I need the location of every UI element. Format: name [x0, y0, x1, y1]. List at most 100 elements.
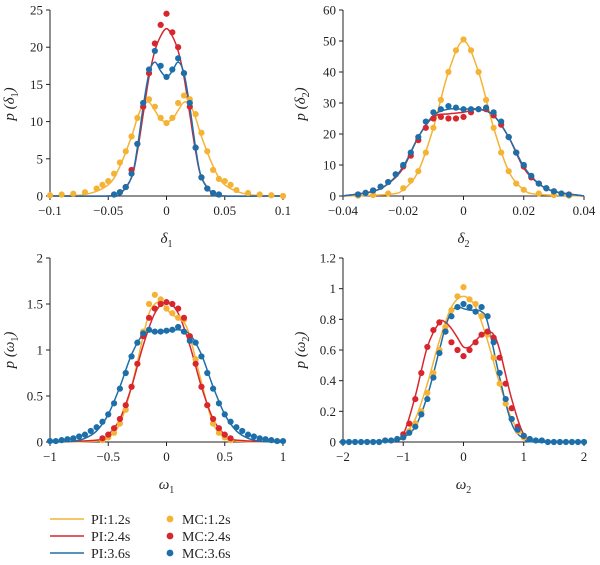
y-tick-label: 2	[37, 251, 44, 266]
data-point-mc-3-6s	[262, 436, 269, 443]
x-tick-label: −0.05	[93, 203, 123, 218]
data-point-mc-3-6s	[128, 170, 135, 177]
data-point-mc-3-6s	[362, 189, 369, 196]
data-point-mc-1-2s	[157, 114, 164, 121]
series-line-pi-2-4s	[342, 108, 585, 197]
data-point-mc-2-4s	[151, 305, 158, 312]
y-tick-label: 20	[30, 40, 43, 55]
data-point-mc-1-2s	[145, 96, 153, 103]
data-point-mc-3-6s	[513, 149, 520, 156]
legend-label-mc-2-4s: MC:2.4s	[182, 530, 231, 545]
data-point-mc-3-6s	[268, 437, 275, 444]
data-point-mc-1-2s	[422, 149, 429, 156]
data-point-mc-3-6s	[544, 438, 551, 446]
legend-label-pi-3-6s: PI:3.6s	[91, 547, 130, 562]
data-point-mc-1-2s	[169, 310, 176, 317]
x-tick-label: −0.5	[96, 449, 120, 464]
data-point-mc-3-6s	[436, 349, 443, 357]
data-point-mc-1-2s	[407, 177, 414, 184]
data-point-mc-3-6s	[538, 437, 545, 444]
data-point-mc-3-6s	[490, 339, 497, 346]
legend-swatch-mc-1-2s	[166, 515, 174, 523]
data-point-mc-3-6s	[406, 429, 413, 436]
data-point-mc-1-2s	[467, 47, 475, 54]
data-point-mc-3-6s	[392, 171, 399, 178]
data-point-mc-1-2s	[192, 111, 199, 118]
series-pi-3-6s	[342, 107, 585, 197]
x-tick-label: 0	[163, 449, 170, 464]
x-tick-label: −1	[43, 449, 57, 464]
data-point-mc-2-4s	[424, 343, 431, 351]
data-point-mc-3-6s	[140, 99, 147, 107]
series-line-pi-2-4s	[49, 301, 284, 443]
data-point-mc-2-4s	[105, 431, 112, 438]
y-axis-label: p (δ2)	[293, 87, 312, 121]
data-point-mc-3-6s	[385, 178, 392, 186]
data-point-mc-3-6s	[448, 313, 455, 320]
data-point-mc-2-4s	[422, 124, 429, 131]
data-point-mc-3-6s	[128, 353, 135, 360]
chart-panel-2: 0 10 20 30 40 50 60 −0.04 −0.02 0 0.02 0.04 δ2 p (δ2)	[293, 3, 596, 251]
data-point-mc-1-2s	[105, 178, 112, 185]
data-point-mc-2-4s	[502, 380, 509, 387]
series-pi-1-2s	[49, 301, 284, 443]
data-point-mc-3-6s	[382, 437, 389, 444]
data-point-mc-1-2s	[58, 191, 65, 198]
data-point-mc-3-6s	[574, 438, 582, 446]
y-tick-label: 0	[37, 435, 44, 450]
data-point-mc-3-6s	[354, 191, 362, 198]
x-tick-label: 0.1	[275, 203, 291, 218]
data-point-mc-2-4s	[145, 314, 153, 321]
data-point-mc-1-2s	[430, 124, 437, 131]
data-point-mc-3-6s	[345, 438, 353, 446]
data-point-mc-3-6s	[145, 326, 153, 333]
data-point-mc-3-6s	[568, 438, 576, 446]
data-point-mc-1-2s	[415, 168, 422, 175]
data-point-mc-3-6s	[558, 190, 565, 197]
data-point-mc-2-4s	[430, 115, 437, 122]
data-point-mc-1-2s	[151, 291, 158, 298]
data-point-mc-3-6s	[528, 172, 535, 179]
data-point-mc-1-2s	[180, 92, 188, 99]
data-point-mc-3-6s	[400, 434, 407, 441]
data-point-mc-3-6s	[105, 411, 112, 418]
data-point-mc-3-6s	[157, 328, 164, 335]
legend-swatch-mc-3-6s	[166, 549, 174, 557]
data-point-mc-2-4s	[157, 21, 164, 28]
data-point-mc-1-2s	[46, 192, 54, 199]
series-line-pi-2-4s	[342, 319, 585, 443]
data-point-mc-1-2s	[482, 96, 490, 103]
data-point-mc-3-6s	[198, 174, 205, 181]
data-point-mc-1-2s	[221, 178, 228, 185]
data-point-mc-3-6s	[400, 161, 407, 169]
legend-label-mc-3-6s: MC:3.6s	[182, 547, 231, 562]
y-axis-label: p (ω1)	[2, 332, 21, 370]
x-tick-label: −0.1	[38, 203, 62, 218]
data-point-mc-1-2s	[454, 293, 461, 300]
data-point-mc-3-6s	[110, 191, 118, 198]
legend-label-mc-1-2s: MC:1.2s	[182, 513, 231, 528]
x-axis-label: δ1	[161, 231, 173, 250]
data-point-mc-3-6s	[76, 433, 83, 440]
data-point-mc-2-4s	[116, 415, 123, 423]
data-point-mc-3-6s	[565, 191, 573, 198]
legend-item-pi-2-4s: PI:2.4s	[50, 530, 130, 545]
y-tick-label: 30	[323, 96, 336, 111]
series-line-pi-1-2s	[49, 101, 284, 197]
data-point-mc-2-4s	[437, 113, 445, 121]
data-point-mc-3-6s	[370, 187, 377, 194]
x-tick-label: 1	[521, 449, 528, 464]
data-point-mc-1-2s	[520, 186, 527, 193]
data-point-mc-3-6s	[543, 185, 550, 192]
data-point-mc-3-6s	[244, 431, 252, 438]
legend-item-mc-1-2s: MC:1.2s	[166, 513, 231, 528]
legend-item-pi-1-2s: PI:1.2s	[50, 513, 130, 528]
y-tick-label: 20	[323, 127, 336, 142]
data-point-mc-3-6s	[424, 395, 431, 403]
y-tick-label: 1	[330, 281, 337, 296]
data-point-mc-2-4s	[204, 402, 211, 409]
data-point-mc-3-6s	[46, 437, 54, 445]
data-point-mc-2-4s	[175, 305, 182, 312]
legend-swatch-mc-2-4s	[166, 532, 174, 540]
data-point-mc-2-4s	[436, 319, 443, 326]
